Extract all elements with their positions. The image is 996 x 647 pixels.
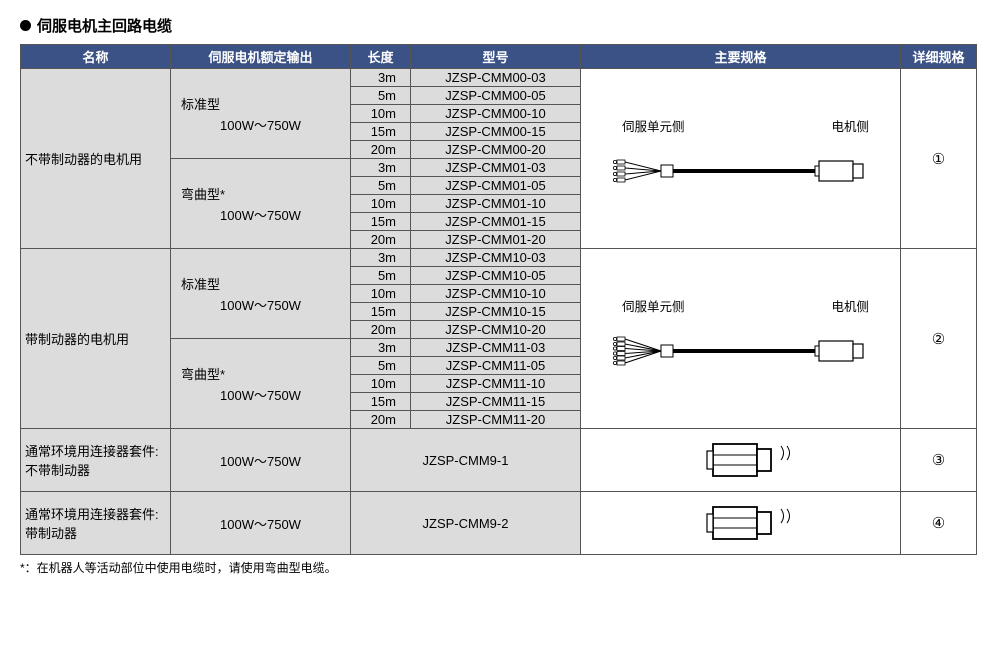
table-row: 通常环境用连接器套件:不带制动器100W～750WJZSP-CMM9-1 ③ bbox=[21, 429, 977, 492]
name-cell: 通常环境用连接器套件:带制动器 bbox=[21, 492, 171, 555]
output-cell: 100W～750W bbox=[171, 429, 351, 492]
th-spec: 主要规格 bbox=[581, 45, 901, 69]
footnote: *：在机器人等活动部位中使用电缆时，请使用弯曲型电缆。 bbox=[20, 559, 976, 576]
model-cell: JZSP-CMM10-10 bbox=[411, 285, 581, 303]
model-cell: JZSP-CMM00-15 bbox=[411, 123, 581, 141]
model-cell: JZSP-CMM00-05 bbox=[411, 87, 581, 105]
model-cell: JZSP-CMM10-05 bbox=[411, 267, 581, 285]
th-detail: 详细规格 bbox=[901, 45, 977, 69]
detail-cell: ① bbox=[901, 69, 977, 249]
length-cell: 20m bbox=[351, 231, 411, 249]
model-cell: JZSP-CMM10-20 bbox=[411, 321, 581, 339]
model-cell: JZSP-CMM9-2 bbox=[351, 492, 581, 555]
length-cell: 15m bbox=[351, 393, 411, 411]
detail-cell: ④ bbox=[901, 492, 977, 555]
cable-table: 名称 伺服电机额定输出 长度 型号 主要规格 详细规格 不带制动器的电机用标准型… bbox=[20, 44, 977, 555]
length-cell: 15m bbox=[351, 303, 411, 321]
model-cell: JZSP-CMM01-03 bbox=[411, 159, 581, 177]
length-cell: 20m bbox=[351, 321, 411, 339]
length-cell: 5m bbox=[351, 87, 411, 105]
table-row: 带制动器的电机用标准型100W～750W3mJZSP-CMM10-03伺服单元侧… bbox=[21, 249, 977, 267]
output-cell: 100W～750W bbox=[171, 492, 351, 555]
model-cell: JZSP-CMM01-10 bbox=[411, 195, 581, 213]
length-cell: 20m bbox=[351, 411, 411, 429]
length-cell: 3m bbox=[351, 69, 411, 87]
name-cell: 通常环境用连接器套件:不带制动器 bbox=[21, 429, 171, 492]
model-cell: JZSP-CMM11-20 bbox=[411, 411, 581, 429]
model-cell: JZSP-CMM9-1 bbox=[351, 429, 581, 492]
th-model: 型号 bbox=[411, 45, 581, 69]
spec-cell: 伺服单元侧电机侧 bbox=[581, 249, 901, 429]
length-cell: 10m bbox=[351, 195, 411, 213]
length-cell: 3m bbox=[351, 159, 411, 177]
name-cell: 不带制动器的电机用 bbox=[21, 69, 171, 249]
subtype-cell: 弯曲型*100W～750W bbox=[171, 339, 351, 429]
table-row: 通常环境用连接器套件:带制动器100W～750WJZSP-CMM9-2 ④ bbox=[21, 492, 977, 555]
header-row: 名称 伺服电机额定输出 长度 型号 主要规格 详细规格 bbox=[21, 45, 977, 69]
spec-cell: 伺服单元侧电机侧 bbox=[581, 69, 901, 249]
heading-text: 伺服电机主回路电缆 bbox=[37, 15, 172, 36]
model-cell: JZSP-CMM00-20 bbox=[411, 141, 581, 159]
th-name: 名称 bbox=[21, 45, 171, 69]
model-cell: JZSP-CMM00-03 bbox=[411, 69, 581, 87]
model-cell: JZSP-CMM10-15 bbox=[411, 303, 581, 321]
length-cell: 5m bbox=[351, 177, 411, 195]
length-cell: 15m bbox=[351, 123, 411, 141]
name-cell: 带制动器的电机用 bbox=[21, 249, 171, 429]
section-heading: 伺服电机主回路电缆 bbox=[20, 15, 976, 36]
length-cell: 10m bbox=[351, 375, 411, 393]
spec-cell bbox=[581, 429, 901, 492]
subtype-cell: 弯曲型*100W～750W bbox=[171, 159, 351, 249]
length-cell: 10m bbox=[351, 105, 411, 123]
subtype-cell: 标准型100W～750W bbox=[171, 249, 351, 339]
model-cell: JZSP-CMM11-15 bbox=[411, 393, 581, 411]
subtype-cell: 标准型100W～750W bbox=[171, 69, 351, 159]
model-cell: JZSP-CMM01-20 bbox=[411, 231, 581, 249]
model-cell: JZSP-CMM01-05 bbox=[411, 177, 581, 195]
model-cell: JZSP-CMM10-03 bbox=[411, 249, 581, 267]
th-output: 伺服电机额定输出 bbox=[171, 45, 351, 69]
length-cell: 3m bbox=[351, 339, 411, 357]
length-cell: 15m bbox=[351, 213, 411, 231]
model-cell: JZSP-CMM11-10 bbox=[411, 375, 581, 393]
th-length: 长度 bbox=[351, 45, 411, 69]
model-cell: JZSP-CMM11-05 bbox=[411, 357, 581, 375]
detail-cell: ② bbox=[901, 249, 977, 429]
length-cell: 10m bbox=[351, 285, 411, 303]
detail-cell: ③ bbox=[901, 429, 977, 492]
table-row: 不带制动器的电机用标准型100W～750W3mJZSP-CMM00-03伺服单元… bbox=[21, 69, 977, 87]
model-cell: JZSP-CMM01-15 bbox=[411, 213, 581, 231]
length-cell: 5m bbox=[351, 357, 411, 375]
length-cell: 3m bbox=[351, 249, 411, 267]
model-cell: JZSP-CMM11-03 bbox=[411, 339, 581, 357]
bullet-icon bbox=[20, 20, 31, 31]
spec-cell bbox=[581, 492, 901, 555]
model-cell: JZSP-CMM00-10 bbox=[411, 105, 581, 123]
length-cell: 5m bbox=[351, 267, 411, 285]
length-cell: 20m bbox=[351, 141, 411, 159]
